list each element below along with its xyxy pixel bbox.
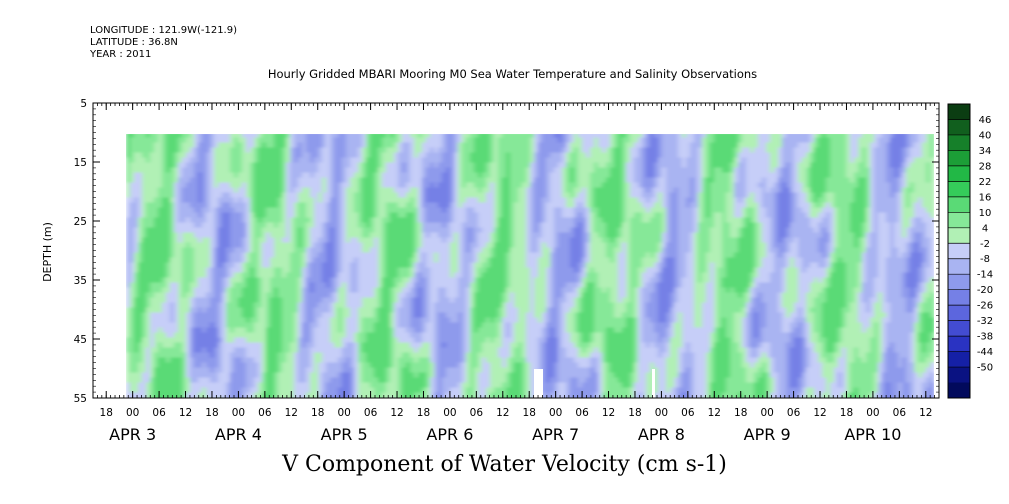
x-tick-label: 06 [258, 407, 272, 419]
x-day-label: APR 6 [426, 425, 473, 444]
colorbar-swatch [948, 119, 970, 136]
colorbar-swatch [948, 243, 970, 260]
x-tick-label: 18 [840, 407, 853, 419]
x-tick-label: 06 [470, 407, 484, 419]
colorbar-label: 34 [979, 146, 992, 157]
x-tick-label: 00 [126, 407, 139, 419]
colorbar-label: 16 [979, 192, 992, 203]
x-axis-label: V Component of Water Velocity (cm s-1) [282, 452, 727, 477]
x-tick-label: 18 [311, 407, 324, 419]
x-tick-label: 12 [919, 407, 932, 419]
x-tick-label: 18 [523, 407, 536, 419]
x-tick-label: 00 [866, 407, 879, 419]
colorbar-swatch [948, 305, 970, 322]
longitude-label: LONGITUDE : 121.9W(-121.9) [90, 25, 237, 36]
x-tick-label: 12 [390, 407, 403, 419]
x-tick-label: 06 [575, 407, 589, 419]
x-tick-label: 12 [708, 407, 721, 419]
colorbar-label: -32 [977, 316, 993, 327]
x-tick-label: 18 [417, 407, 430, 419]
data-gap [534, 369, 543, 398]
x-day-label: APR 7 [532, 425, 579, 444]
x-tick-label: 06 [893, 407, 907, 419]
colorbar-label: -8 [980, 254, 990, 265]
x-day-label: APR 10 [844, 425, 901, 444]
colorbar-label: 46 [979, 115, 992, 126]
x-day-label: APR 5 [321, 425, 368, 444]
colorbar-swatch [948, 274, 970, 291]
colorbar-swatch [948, 212, 970, 229]
colorbar-label: 4 [982, 223, 988, 234]
data-gap [652, 369, 655, 398]
y-tick-label: 45 [74, 334, 87, 346]
x-day-label: APR 4 [215, 425, 262, 444]
colorbar-swatch [948, 289, 970, 306]
y-tick-label: 35 [74, 275, 87, 287]
colorbar-label: -20 [977, 285, 993, 296]
colorbar-label: -50 [977, 363, 993, 374]
chart-title: Hourly Gridded MBARI Mooring M0 Sea Wate… [267, 67, 758, 81]
x-tick-label: 18 [734, 407, 747, 419]
y-tick-label: 25 [74, 216, 87, 228]
colorbar-swatch [948, 196, 970, 213]
x-tick-label: 00 [443, 407, 456, 419]
colorbar-label: -44 [977, 347, 993, 358]
x-tick-label: 06 [152, 407, 166, 419]
x-tick-label: 06 [681, 407, 695, 419]
colorbar: 46 40 34 28 22 16 10 4 -2 -8 -14 -20 -26 -32 -38 -44 -50 [947, 103, 993, 399]
colorbar-swatch [948, 336, 970, 353]
x-tick-label: 12 [285, 407, 298, 419]
colorbar-swatch [948, 104, 970, 120]
x-day-label: APR 9 [744, 425, 791, 444]
x-tick-label: 18 [100, 407, 113, 419]
colorbar-swatch [948, 150, 970, 167]
x-tick-label: 00 [655, 407, 668, 419]
x-tick-label: 00 [760, 407, 773, 419]
colorbar-label: 40 [979, 130, 992, 141]
x-tick-label: 12 [813, 407, 826, 419]
y-tick-label: 55 [74, 393, 87, 405]
x-tick-label: 12 [496, 407, 509, 419]
x-tick-label: 00 [232, 407, 245, 419]
x-tick-label: 12 [602, 407, 615, 419]
y-axis-label: DEPTH (m) [41, 222, 54, 282]
colorbar-label: -38 [977, 332, 993, 343]
x-tick-label: 06 [787, 407, 801, 419]
colorbar-swatch [948, 320, 970, 337]
colorbar-label: -2 [980, 239, 990, 250]
colorbar-swatch [948, 351, 970, 368]
x-tick-label: 18 [628, 407, 641, 419]
colorbar-swatch [948, 227, 970, 244]
colorbar-swatch [948, 258, 970, 275]
latitude-label: LATITUDE : 36.8N [90, 37, 178, 48]
y-tick-label: 5 [80, 98, 87, 110]
y-tick-label: 15 [74, 157, 87, 169]
colorbar-label: 10 [979, 208, 992, 219]
colorbar-label: 28 [979, 161, 992, 172]
colorbar-swatch [948, 165, 970, 182]
year-label: YEAR : 2011 [90, 49, 152, 60]
x-day-label: APR 3 [109, 425, 156, 444]
colorbar-swatch [948, 382, 970, 399]
colorbar-label: -26 [977, 301, 993, 312]
x-day-label: APR 8 [638, 425, 685, 444]
colorbar-swatch [948, 367, 970, 384]
colorbar-swatch [948, 181, 970, 198]
x-tick-label: 00 [337, 407, 350, 419]
x-tick-label: 12 [179, 407, 192, 419]
x-tick-label: 18 [205, 407, 218, 419]
colorbar-label: 22 [979, 177, 992, 188]
x-tick-label: 00 [549, 407, 562, 419]
colorbar-label: -14 [977, 270, 993, 281]
x-tick-label: 06 [364, 407, 378, 419]
heatmap-field [126, 134, 934, 398]
colorbar-swatch [948, 134, 970, 151]
